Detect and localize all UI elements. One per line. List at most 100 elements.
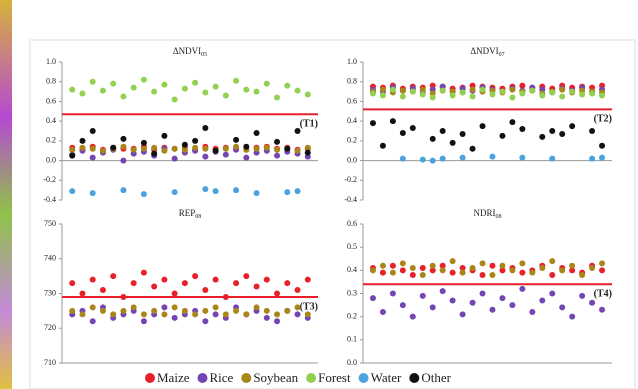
point	[569, 263, 575, 269]
panel-title-main: REP	[179, 208, 196, 218]
point	[141, 311, 147, 317]
point	[589, 265, 595, 271]
point	[559, 87, 565, 93]
legend-label: Soybean	[253, 370, 298, 385]
point	[90, 190, 96, 196]
point	[90, 128, 96, 134]
point	[295, 287, 301, 293]
point	[202, 308, 208, 314]
point	[223, 311, 229, 317]
point	[274, 153, 280, 159]
y-tick-label: 0.8	[347, 77, 357, 86]
point	[440, 128, 446, 134]
point	[569, 123, 575, 129]
panel-title-sub: 08	[195, 214, 201, 220]
point	[233, 308, 239, 314]
point	[254, 190, 260, 196]
y-tick-label: -0.2	[43, 175, 56, 184]
point	[223, 294, 229, 300]
point	[390, 118, 396, 124]
point	[450, 270, 456, 276]
point	[480, 87, 486, 93]
point	[110, 145, 116, 151]
point	[284, 146, 290, 152]
point	[295, 188, 301, 194]
point	[440, 288, 446, 294]
y-tick-label: 0.4	[347, 116, 357, 125]
point	[202, 154, 208, 160]
point	[305, 150, 311, 156]
point	[223, 152, 229, 158]
point	[410, 272, 416, 278]
legend-marker	[241, 373, 251, 383]
point	[450, 140, 456, 146]
point	[274, 291, 280, 297]
point	[430, 263, 436, 269]
y-tick-label: 0.6	[347, 96, 357, 105]
y-tick-label: 0.2	[347, 136, 357, 145]
point	[549, 291, 555, 297]
point	[120, 94, 126, 100]
point	[400, 130, 406, 136]
y-tick-label: 0.1	[347, 335, 357, 344]
point	[161, 311, 167, 317]
point	[254, 146, 260, 152]
point	[470, 94, 476, 100]
point	[192, 80, 198, 86]
y-tick-label: 0.0	[347, 358, 357, 367]
point	[69, 280, 75, 286]
point	[519, 91, 525, 97]
point	[161, 277, 167, 283]
point	[233, 280, 239, 286]
y-tick-label: 0.3	[347, 288, 357, 297]
y-tick-label: 0.4	[347, 265, 357, 274]
point	[69, 147, 75, 153]
y-tick-label: -0.4	[43, 195, 56, 204]
point	[90, 155, 96, 161]
point	[69, 153, 75, 159]
legend-label: Rice	[209, 370, 233, 385]
point	[400, 94, 406, 100]
point	[559, 267, 565, 273]
legend-marker	[145, 373, 155, 383]
y-tick-label: 0.0	[347, 155, 357, 164]
point	[519, 155, 525, 161]
point	[274, 94, 280, 100]
point	[254, 130, 260, 136]
point	[410, 265, 416, 271]
panel-title-sub: 07	[499, 52, 505, 58]
point	[151, 89, 157, 95]
point	[161, 82, 167, 88]
point	[370, 120, 376, 126]
point	[499, 89, 505, 95]
point	[233, 78, 239, 84]
threshold-label: (T1)	[300, 119, 318, 130]
point	[579, 272, 585, 278]
point	[151, 308, 157, 314]
point	[489, 154, 495, 160]
point	[599, 307, 605, 313]
point	[400, 88, 406, 94]
point	[151, 284, 157, 290]
y-tick-label: 0.5	[347, 242, 357, 251]
point	[202, 287, 208, 293]
point	[370, 91, 376, 97]
point	[470, 265, 476, 271]
point	[161, 304, 167, 310]
point	[539, 297, 545, 303]
point	[213, 188, 219, 194]
point	[161, 148, 167, 154]
point	[100, 88, 106, 94]
point	[172, 304, 178, 310]
point	[410, 125, 416, 131]
point	[274, 311, 280, 317]
point	[264, 145, 270, 151]
point	[110, 273, 116, 279]
point	[430, 304, 436, 310]
point	[390, 270, 396, 276]
legend-label: Other	[421, 370, 451, 385]
point	[380, 263, 386, 269]
point	[489, 92, 495, 98]
point	[400, 302, 406, 308]
point	[480, 291, 486, 297]
